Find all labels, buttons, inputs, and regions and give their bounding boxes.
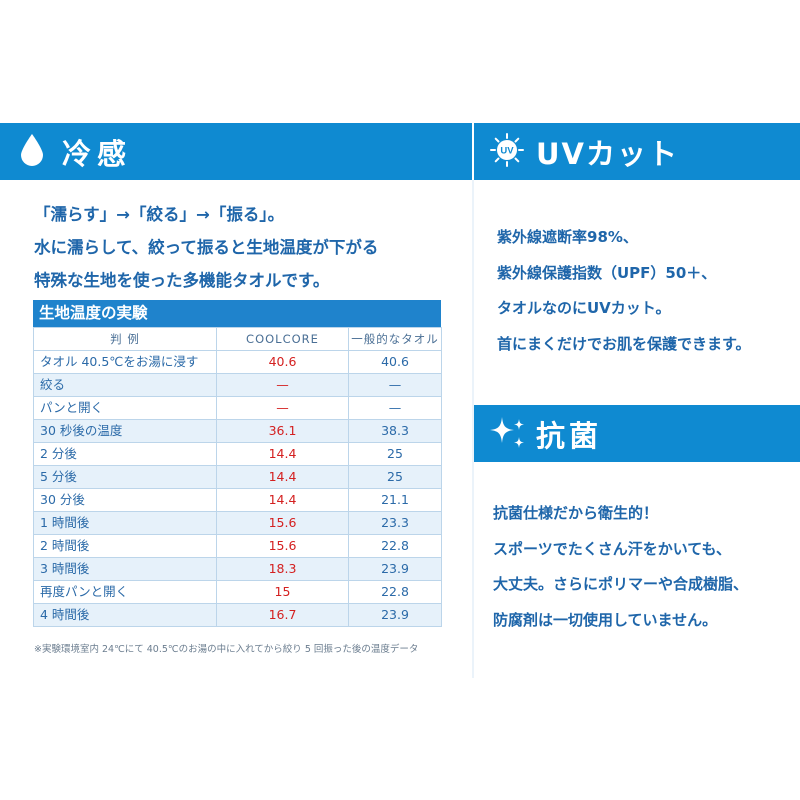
table-row: 30 分後 14.4 21.1 — [33, 488, 442, 512]
general-value: 25 — [348, 465, 442, 489]
column-header: 判 例 — [33, 327, 217, 351]
uv-header: UV UVカット — [474, 123, 800, 180]
column-header: COOLCORE — [216, 327, 349, 351]
antibacterial-line: 大丈夫。さらにポリマーや合成樹脂、 — [493, 575, 749, 593]
row-label: 3 時間後 — [33, 557, 217, 581]
general-value: 22.8 — [348, 580, 442, 604]
antibacterial-description: 抗菌仕様だから衛生的！ スポーツでたくさん汗をかいても、 大丈夫。さらにポリマー… — [493, 496, 748, 638]
table-row: タオル 40.5℃をお湯に浸す 40.6 40.6 — [33, 350, 442, 374]
row-label: 5 分後 — [33, 465, 217, 489]
uv-description: 紫外線遮断率98%、 紫外線保護指数（UPF）50＋、 タオルなのにUVカット。… — [497, 220, 751, 362]
row-label: 2 分後 — [33, 442, 217, 466]
data-table: 判 例 COOLCORE 一般的なタオル タオル 40.5℃をお湯に浸す 40.… — [33, 327, 442, 627]
cooling-line: 特殊な生地を使った多機能タオルです。 — [34, 271, 330, 290]
coolcore-value: 14.4 — [216, 465, 349, 489]
cooling-title: 冷感 — [62, 136, 133, 171]
general-value: 21.1 — [348, 488, 442, 512]
antibacterial-line: スポーツでたくさん汗をかいても、 — [493, 539, 732, 558]
row-label: パンと開く — [33, 396, 217, 420]
experiment-footnote: ※実験環境室内 24℃にて 40.5℃のお湯の中に入れてから絞り 5 回振った後… — [34, 644, 419, 655]
antibacterial-line: 抗菌仕様だから衛生的！ — [493, 504, 659, 522]
general-value: 22.8 — [348, 534, 442, 558]
sparkle-icon — [488, 415, 528, 453]
general-value: 25 — [348, 442, 442, 466]
coolcore-value: 15 — [216, 580, 349, 604]
general-value: — — [348, 396, 442, 420]
cooling-line: 水に濡らして、絞って振ると生地温度が下がる — [34, 238, 379, 257]
coolcore-value: 16.7 — [216, 603, 349, 627]
general-value: 23.9 — [348, 557, 442, 581]
row-label: 1 時間後 — [33, 511, 217, 535]
table-row: 5 分後 14.4 25 — [33, 465, 442, 489]
uv-line: タオルなのにUVカット。 — [497, 299, 671, 317]
column-header: 一般的なタオル — [348, 327, 442, 351]
table-row: 2 分後 14.4 25 — [33, 442, 442, 466]
table-title: 生地温度の実験 — [33, 300, 441, 327]
coolcore-value: 18.3 — [216, 557, 349, 581]
cooling-line: 「濡らす」→「絞る」→「振る」。 — [34, 205, 285, 224]
uv-sun-icon: UV — [490, 132, 524, 171]
antibacterial-header: 抗菌 — [474, 405, 800, 462]
uv-line: 紫外線遮断率98%、 — [497, 228, 638, 246]
table-row: パンと開く — — — [33, 396, 442, 420]
row-label: 30 秒後の温度 — [33, 419, 217, 443]
table-row: 2 時間後 15.6 22.8 — [33, 534, 442, 558]
uv-line: 首にまくだけでお肌を保護できます。 — [497, 334, 751, 353]
coolcore-value: 14.4 — [216, 442, 349, 466]
svg-text:UV: UV — [500, 145, 514, 156]
coolcore-value: 14.4 — [216, 488, 349, 512]
coolcore-value: 15.6 — [216, 534, 349, 558]
uv-line: 紫外線保護指数（UPF）50＋、 — [497, 263, 717, 282]
coolcore-value: 36.1 — [216, 419, 349, 443]
cooling-header: 冷感 — [0, 123, 472, 180]
coolcore-value: — — [216, 373, 349, 397]
coolcore-value: 15.6 — [216, 511, 349, 535]
table-row: 3 時間後 18.3 23.9 — [33, 557, 442, 581]
table-row: 30 秒後の温度 36.1 38.3 — [33, 419, 442, 443]
table-header-row: 判 例 COOLCORE 一般的なタオル — [33, 327, 442, 351]
general-value: 40.6 — [348, 350, 442, 374]
water-drop-icon — [19, 133, 45, 171]
uv-title: UVカット — [536, 136, 679, 171]
row-label: 2 時間後 — [33, 534, 217, 558]
coolcore-value: — — [216, 396, 349, 420]
row-label: 絞る — [33, 373, 217, 397]
table-row: 1 時間後 15.6 23.3 — [33, 511, 442, 535]
coolcore-value: 40.6 — [216, 350, 349, 374]
row-label: 再度パンと開く — [33, 580, 217, 604]
row-label: タオル 40.5℃をお湯に浸す — [33, 350, 217, 374]
cooling-description: 「濡らす」→「絞る」→「振る」。 水に濡らして、絞って振ると生地温度が下がる 特… — [34, 198, 378, 297]
general-value: 38.3 — [348, 419, 442, 443]
table-row: 再度パンと開く 15 22.8 — [33, 580, 442, 604]
temperature-table: 生地温度の実験 判 例 COOLCORE 一般的なタオル タオル 40.5℃をお… — [33, 300, 442, 627]
row-label: 30 分後 — [33, 488, 217, 512]
general-value: 23.9 — [348, 603, 442, 627]
general-value: — — [348, 373, 442, 397]
row-label: 4 時間後 — [33, 603, 217, 627]
column-divider — [472, 180, 474, 678]
table-row: 4 時間後 16.7 23.9 — [33, 603, 442, 627]
table-row: 絞る — — — [33, 373, 442, 397]
general-value: 23.3 — [348, 511, 442, 535]
antibacterial-title: 抗菌 — [536, 418, 603, 453]
antibacterial-line: 防腐剤は一切使用していません。 — [493, 610, 718, 629]
